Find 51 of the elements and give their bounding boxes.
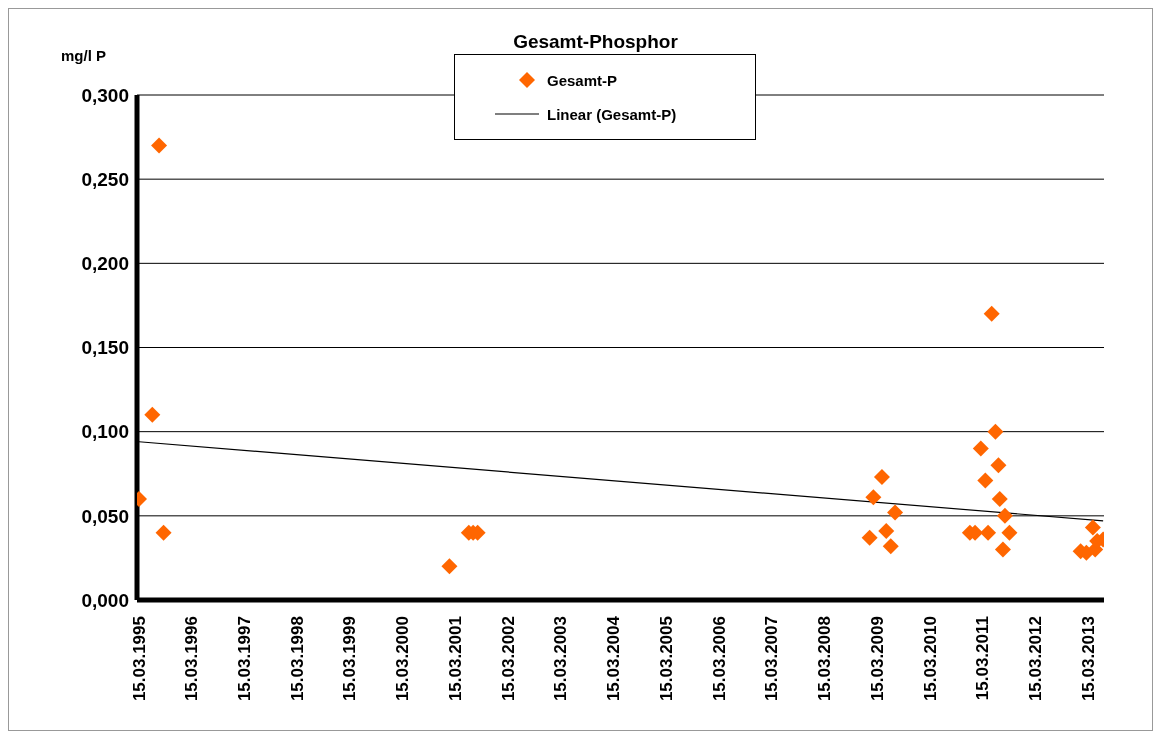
x-tick-label: 15.03.2004: [604, 615, 624, 702]
point: [873, 469, 890, 486]
y-tick-label: 0,150: [81, 337, 129, 359]
point: [861, 529, 878, 546]
chart-title: Gesamt-Phosphor: [513, 31, 678, 52]
point: [887, 504, 904, 521]
point: [994, 541, 1011, 558]
y-tick-label: 0,200: [81, 253, 129, 275]
x-tick-label: 15.03.2005: [656, 616, 676, 702]
x-tick-label: 15.03.2011: [973, 616, 993, 701]
x-tick-label: 15.03.2007: [762, 616, 782, 702]
x-tick-label: 15.03.2006: [709, 616, 729, 702]
x-tick-label: 15.03.1997: [235, 616, 255, 702]
x-tick-label: 15.03.2008: [815, 616, 835, 702]
x-tick-label: 15.03.1998: [287, 616, 307, 702]
point: [878, 522, 895, 539]
x-tick-label: 15.03.2001: [446, 616, 466, 702]
point: [977, 472, 994, 489]
y-tick-label: 0,300: [81, 84, 129, 106]
x-tick-label: 15.03.1996: [182, 616, 202, 702]
x-tick-label: 15.03.2013: [1078, 616, 1098, 702]
point: [441, 558, 458, 575]
point: [144, 406, 161, 423]
point: [882, 538, 899, 555]
y-tick-label: 0,050: [81, 505, 129, 527]
x-tick-label: 15.03.2009: [867, 616, 887, 702]
point: [1001, 524, 1018, 541]
point: [972, 440, 989, 457]
legend-label: Linear (Gesamt-P): [547, 105, 677, 123]
point: [990, 457, 1007, 474]
x-tick-label: 15.03.1995: [129, 616, 149, 702]
point: [980, 524, 997, 541]
y-tick-label: 0,000: [81, 589, 129, 611]
x-tick-label: 15.03.2000: [393, 616, 413, 702]
x-tick-label: 15.03.1999: [340, 616, 360, 702]
x-tick-label: 15.03.2012: [1026, 616, 1046, 702]
point: [1084, 519, 1101, 536]
point: [991, 491, 1008, 507]
point: [155, 524, 172, 541]
point: [996, 507, 1013, 524]
point: [865, 489, 882, 506]
x-tick-label: 15.03.2003: [551, 616, 571, 702]
y-tick-label: 0,250: [81, 168, 129, 190]
point: [987, 423, 1004, 440]
x-tick-label: 15.03.2010: [920, 616, 940, 702]
point: [151, 137, 168, 154]
y-axis-title: mg/l P: [61, 47, 107, 64]
x-tick-label: 15.03.2002: [498, 616, 518, 702]
y-tick-label: 0,100: [81, 421, 129, 443]
point: [983, 305, 1000, 322]
legend-label: Gesamt-P: [547, 71, 618, 89]
